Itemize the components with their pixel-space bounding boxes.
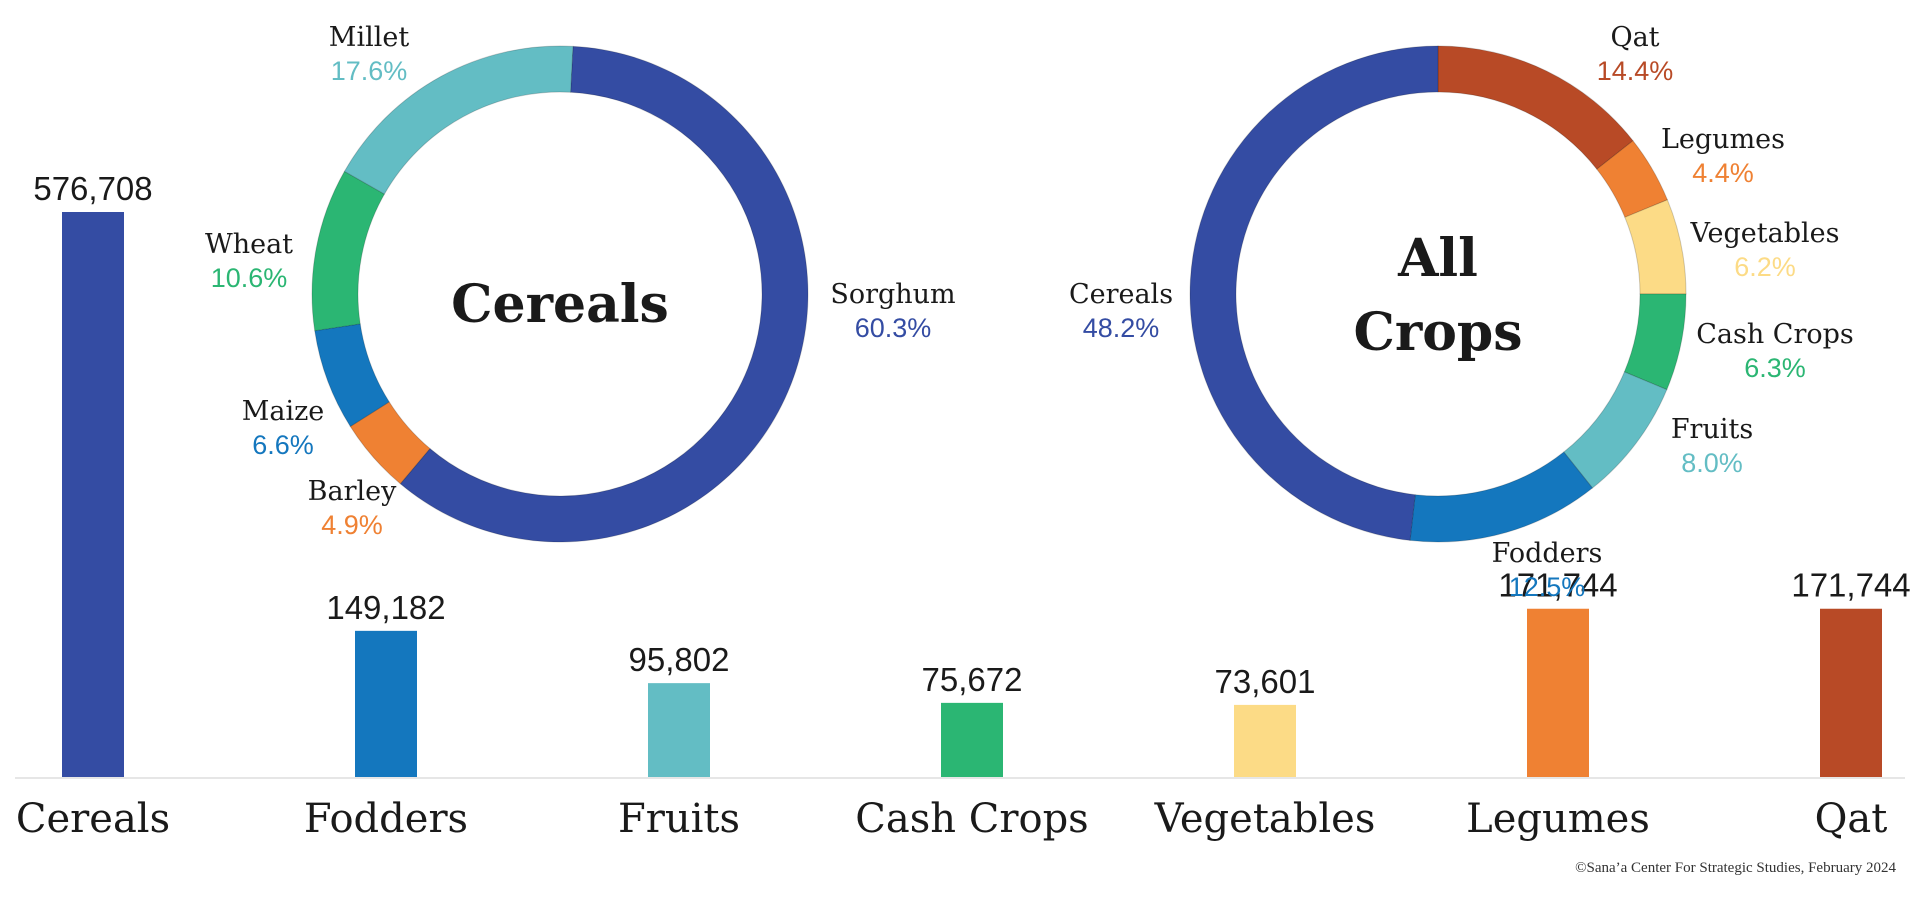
all-crops-donut-slice-vegetables — [1624, 199, 1687, 295]
all-crops-donut-slice-cereals — [1189, 45, 1439, 541]
bar-category-label-cash-crops: Cash Crops — [855, 796, 1088, 842]
bar-cereals — [62, 212, 124, 777]
cereals-donut-slice-millet — [343, 45, 574, 195]
all-crops-donut-percent-cereals: 48.2% — [1083, 313, 1160, 343]
cereals-donut-label-barley: Barley — [308, 476, 397, 507]
bar-category-label-fodders: Fodders — [304, 796, 468, 842]
all-crops-donut-title-line1: All — [1397, 228, 1478, 289]
cereals-donut-title: Cereals — [451, 274, 669, 335]
bar-value-label-fodders: 149,182 — [326, 589, 445, 626]
bar-cash-crops — [941, 702, 1003, 777]
source-credit: ©Sana’a Center For Strategic Studies, Fe… — [1575, 860, 1896, 876]
cereals-donut-percent-sorghum: 60.3% — [855, 313, 932, 343]
all-crops-donut-label-vegetables: Vegetables — [1690, 218, 1840, 249]
all-crops-donut-percent-qat: 14.4% — [1597, 56, 1674, 86]
all-crops-donut-percent-fodders: 12.5% — [1509, 572, 1586, 602]
all-crops-donut-label-fodders: Fodders — [1492, 538, 1603, 569]
cereals-donut-percent-barley: 4.9% — [321, 510, 383, 540]
bar-vegetables — [1234, 704, 1296, 777]
cereals-donut-percent-millet: 17.6% — [331, 56, 408, 86]
all-crops-donut-label-legumes: Legumes — [1661, 124, 1785, 155]
cereals-donut-slice-wheat — [311, 170, 386, 332]
bar-value-label-fruits: 95,802 — [629, 641, 730, 678]
all-crops-donut-percent-fruits: 8.0% — [1681, 448, 1743, 478]
cereals-donut-label-millet: Millet — [329, 22, 410, 53]
all-crops-donut-slice-fruits — [1563, 371, 1668, 489]
bar-category-label-fruits: Fruits — [618, 796, 740, 842]
cereals-donut-percent-wheat: 10.6% — [211, 263, 288, 293]
all-crops-donut-percent-legumes: 4.4% — [1692, 158, 1754, 188]
all-crops-donut-label-fruits: Fruits — [1671, 414, 1753, 445]
bar-value-label-cereals: 576,708 — [33, 170, 152, 207]
cereals-donut-percent-maize: 6.6% — [252, 430, 314, 460]
cereals-donut-slice-barley — [349, 401, 431, 485]
cereals-donut-label-wheat: Wheat — [205, 229, 293, 260]
cereals-donut-label-sorghum: Sorghum — [830, 279, 955, 310]
bar-fodders — [355, 630, 417, 777]
bar-category-label-legumes: Legumes — [1466, 796, 1650, 842]
all-crops-donut-label-cereals: Cereals — [1069, 279, 1173, 310]
all-crops-donut-label-cash-crops: Cash Crops — [1696, 319, 1854, 350]
bar-category-label-qat: Qat — [1815, 796, 1888, 842]
all-crops-donut-percent-cash-crops: 6.3% — [1744, 353, 1806, 383]
all-crops-donut-slice-qat — [1437, 45, 1634, 170]
bar-fruits — [648, 683, 710, 777]
cereals-donut-slice-sorghum — [399, 45, 809, 543]
all-crops-donut-slice-fodders — [1409, 451, 1594, 543]
bar-value-label-qat: 171,744 — [1791, 567, 1910, 604]
all-crops-donut-percent-vegetables: 6.2% — [1734, 252, 1796, 282]
bar-category-label-cereals: Cereals — [16, 796, 170, 842]
bar-value-label-legumes: 171,744 — [1498, 567, 1617, 604]
bar-value-label-vegetables: 73,601 — [1215, 663, 1316, 700]
bar-category-label-vegetables: Vegetables — [1154, 796, 1376, 842]
all-crops-donut-label-qat: Qat — [1610, 22, 1659, 53]
cereals-donut-label-maize: Maize — [242, 396, 325, 427]
bar-legumes — [1527, 608, 1589, 777]
bar-value-label-cash-crops: 75,672 — [922, 661, 1023, 698]
all-crops-donut-title-line2: Crops — [1353, 302, 1522, 363]
bar-qat — [1820, 608, 1882, 777]
